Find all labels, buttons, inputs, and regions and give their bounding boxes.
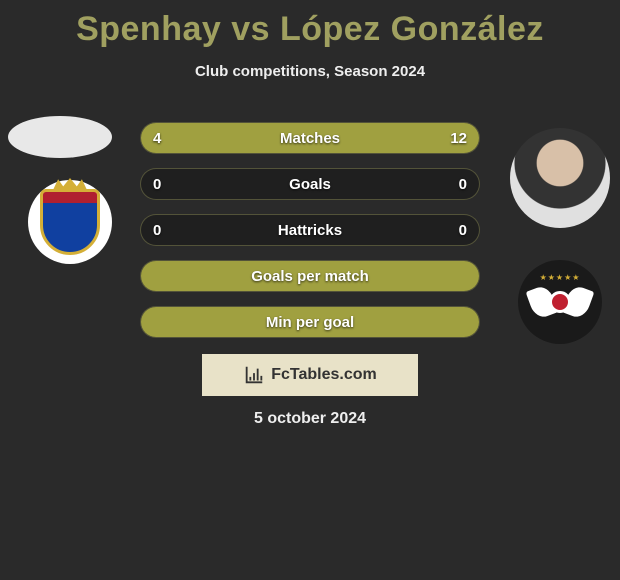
stat-label: Matches <box>141 123 479 153</box>
badge-core-icon <box>549 291 571 313</box>
player-left-avatar <box>8 116 112 158</box>
watermark-text: FcTables.com <box>271 366 377 384</box>
stats-panel: 412Matches 00Goals 00Hattricks Goals per ma… <box>140 122 480 352</box>
chart-icon <box>243 364 265 386</box>
stat-row: Goals per match <box>140 260 480 292</box>
stat-row: 412Matches <box>140 122 480 154</box>
watermark: FcTables.com <box>202 354 418 396</box>
stat-row: 00Hattricks <box>140 214 480 246</box>
shield-icon <box>40 189 100 255</box>
generated-date: 5 october 2024 <box>0 410 620 428</box>
crown-icon <box>53 178 87 190</box>
stat-label: Goals <box>141 169 479 199</box>
player-right-avatar <box>510 128 610 228</box>
stat-row: Min per goal <box>140 306 480 338</box>
club-right-badge: ★★★★★ <box>518 260 602 344</box>
stat-row: 00Goals <box>140 168 480 200</box>
stat-label: Hattricks <box>141 215 479 245</box>
stat-label: Min per goal <box>141 307 479 337</box>
page-title: Spenhay vs López González <box>0 0 620 49</box>
page-subtitle: Club competitions, Season 2024 <box>0 63 620 80</box>
club-left-badge <box>28 180 112 264</box>
stat-label: Goals per match <box>141 261 479 291</box>
stars-icon: ★★★★★ <box>532 273 588 282</box>
